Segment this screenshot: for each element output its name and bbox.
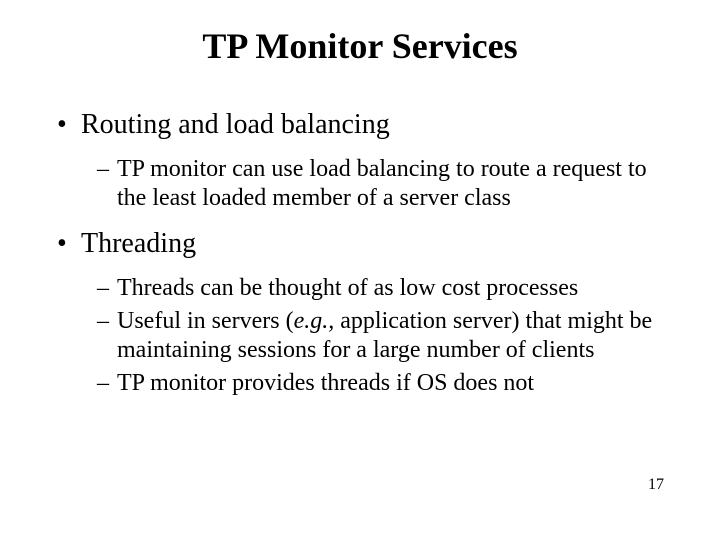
sub-bullet-list: Threads can be thought of as low cost pr…: [81, 274, 675, 399]
bullet-list: Routing and load balancing TP monitor ca…: [45, 109, 675, 399]
bullet-item: Routing and load balancing TP monitor ca…: [57, 109, 675, 214]
page-number: 17: [648, 476, 664, 494]
bullet-label: Threading: [81, 228, 196, 259]
sub-text-italic: e.g.,: [294, 308, 335, 334]
sub-bullet-list: TP monitor can use load balancing to rou…: [81, 155, 675, 214]
slide-title: TP Monitor Services: [45, 25, 675, 67]
sub-bullet-item: TP monitor can use load balancing to rou…: [97, 155, 675, 214]
bullet-item: Threading Threads can be thought of as l…: [57, 228, 675, 399]
slide: TP Monitor Services Routing and load bal…: [0, 0, 720, 540]
sub-bullet-item: Threads can be thought of as low cost pr…: [97, 274, 675, 303]
sub-bullet-item: TP monitor provides threads if OS does n…: [97, 369, 675, 398]
sub-bullet-item: Useful in servers (e.g., application ser…: [97, 307, 675, 366]
bullet-label: Routing and load balancing: [81, 109, 390, 140]
sub-text: Useful in servers (: [117, 308, 294, 334]
